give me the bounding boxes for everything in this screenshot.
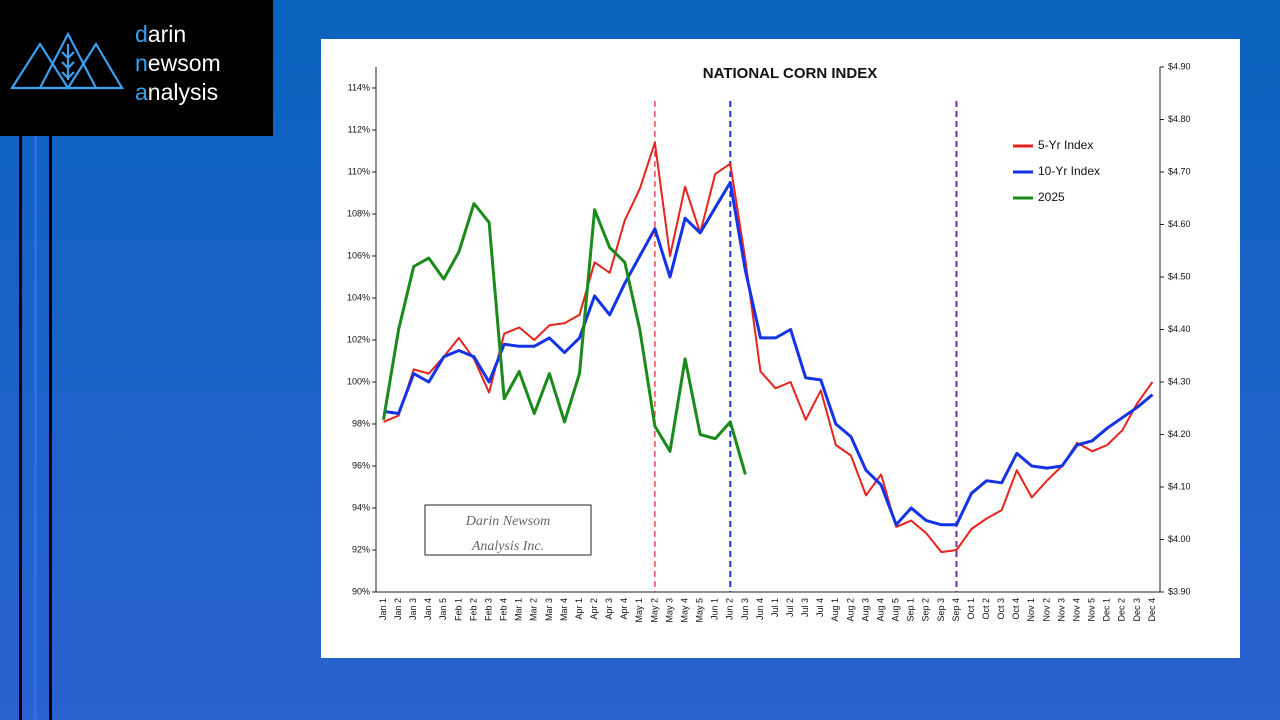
y-tick-label: 102% (347, 334, 370, 344)
y-tick-label: 100% (347, 376, 370, 386)
x-tick-label: Feb 4 (499, 598, 509, 621)
chart-title: NATIONAL CORN INDEX (703, 65, 877, 82)
x-tick-label: Apr 4 (619, 598, 629, 620)
x-tick-label: Jan 2 (393, 598, 403, 620)
x-tick-label: Dec 1 (1102, 598, 1112, 622)
x-tick-label: Jan 3 (408, 598, 418, 620)
x-tick-label: Mar 1 (514, 598, 524, 621)
x-tick-label: Nov 2 (1041, 598, 1051, 622)
x-tick-label: May 4 (679, 598, 689, 623)
y-tick-label: 114% (348, 82, 370, 92)
x-tick-label: Apr 1 (574, 598, 584, 620)
y-tick-label: 106% (347, 250, 370, 260)
watermark: Darin Newsom (465, 514, 550, 529)
watermark: Analysis Inc. (471, 539, 544, 554)
legend-label: 2025 (1038, 190, 1065, 204)
x-tick-label: Mar 4 (559, 598, 569, 621)
x-tick-label: Aug 2 (845, 598, 855, 622)
x-tick-label: Feb 3 (483, 598, 493, 621)
x-tick-label: Jul 3 (800, 598, 810, 617)
decor-bar (34, 136, 37, 720)
x-tick-label: Jan 4 (423, 598, 433, 620)
x-tick-label: Jan 1 (378, 598, 388, 620)
y-tick-label: 92% (352, 544, 370, 554)
x-tick-label: Dec 2 (1117, 598, 1127, 622)
logo-line: darin (135, 21, 187, 47)
x-tick-label: Feb 1 (453, 598, 463, 621)
y-tick-label: 112% (348, 124, 370, 134)
series-line (383, 141, 1154, 554)
x-tick-label: Aug 5 (891, 598, 901, 622)
x-tick-label: Jun 4 (755, 598, 765, 620)
series-line (382, 202, 747, 475)
x-tick-label: Nov 3 (1056, 598, 1066, 622)
logo-line: newsom (135, 50, 221, 76)
y-tick-label: 104% (347, 292, 370, 302)
x-tick-label: Nov 4 (1071, 598, 1081, 622)
x-tick-label: Dec 4 (1147, 598, 1157, 622)
x-tick-label: Sep 1 (906, 598, 916, 622)
x-tick-label: Jul 1 (770, 598, 780, 617)
y2-tick-label: $4.60 (1168, 219, 1191, 229)
watermark-box (424, 504, 592, 556)
decor-bar (19, 136, 22, 720)
y2-tick-label: $4.70 (1168, 166, 1191, 176)
logo: darin newsom analysis (0, 0, 273, 136)
x-tick-label: Jul 4 (815, 598, 825, 617)
y-tick-label: 96% (352, 460, 370, 470)
x-tick-label: Sep 2 (921, 598, 931, 622)
x-tick-label: Aug 1 (830, 598, 840, 622)
x-tick-label: Jul 2 (785, 598, 795, 617)
y-tick-label: 90% (352, 586, 370, 596)
x-tick-label: Mar 3 (544, 598, 554, 621)
x-tick-label: Oct 2 (981, 598, 991, 620)
x-tick-label: Sep 3 (936, 598, 946, 622)
x-tick-label: Feb 2 (468, 598, 478, 621)
x-tick-label: Jun 2 (725, 598, 735, 620)
x-tick-label: Apr 2 (589, 598, 599, 620)
y2-tick-label: $4.30 (1168, 376, 1191, 386)
x-tick-label: Oct 1 (966, 598, 976, 620)
x-tick-label: Aug 4 (875, 598, 885, 622)
x-tick-label: Nov 5 (1087, 598, 1097, 622)
x-tick-label: Aug 3 (860, 598, 870, 622)
logo-text: darin newsom analysis (135, 20, 221, 107)
chart-panel: NATIONAL CORN INDEX Darin Newsom Analysi… (321, 39, 1240, 658)
x-tick-label: May 1 (634, 598, 644, 623)
y2-tick-label: $4.40 (1168, 324, 1191, 334)
y2-tick-label: $4.20 (1168, 429, 1191, 439)
y2-tick-label: $4.10 (1168, 481, 1191, 491)
x-tick-label: Jun 1 (710, 598, 720, 620)
x-tick-label: Sep 4 (951, 598, 961, 622)
y2-tick-label: $4.80 (1168, 114, 1191, 124)
x-tick-label: May 5 (695, 598, 705, 623)
y2-tick-label: $4.50 (1168, 271, 1191, 281)
series-line (383, 181, 1154, 527)
y2-tick-label: $4.00 (1168, 534, 1191, 544)
y-tick-label: 94% (352, 502, 370, 512)
legend-label: 5-Yr Index (1038, 138, 1093, 152)
x-tick-label: May 3 (664, 598, 674, 623)
x-tick-label: Oct 3 (996, 598, 1006, 620)
x-tick-label: May 2 (649, 598, 659, 623)
x-tick-label: Jan 5 (438, 598, 448, 620)
x-tick-label: Oct 4 (1011, 598, 1021, 620)
y2-tick-label: $3.90 (1168, 586, 1191, 596)
y2-tick-label: $4.90 (1168, 61, 1191, 71)
x-tick-label: Apr 3 (604, 598, 614, 620)
logo-icon (9, 31, 124, 90)
x-tick-label: Jun 3 (740, 598, 750, 620)
y-tick-label: 110% (348, 166, 370, 176)
legend-label: 10-Yr Index (1038, 164, 1100, 178)
y-tick-label: 108% (347, 208, 370, 218)
y-tick-label: 98% (352, 418, 370, 428)
x-tick-label: Dec 3 (1132, 598, 1142, 622)
x-tick-label: Nov 1 (1026, 598, 1036, 622)
chart: NATIONAL CORN INDEX Darin Newsom Analysi… (347, 61, 1191, 623)
decor-bar (49, 136, 52, 720)
logo-line: analysis (135, 79, 219, 105)
x-tick-label: Mar 2 (529, 598, 539, 621)
